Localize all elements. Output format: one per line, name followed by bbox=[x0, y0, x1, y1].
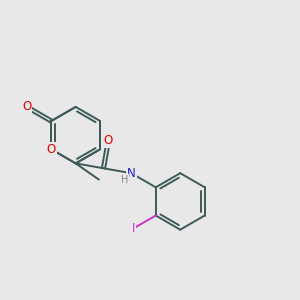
Text: N: N bbox=[127, 167, 136, 180]
Text: O: O bbox=[104, 134, 113, 147]
Text: O: O bbox=[46, 143, 56, 156]
Text: O: O bbox=[22, 100, 32, 113]
Text: I: I bbox=[132, 222, 135, 235]
Text: H: H bbox=[121, 175, 128, 185]
